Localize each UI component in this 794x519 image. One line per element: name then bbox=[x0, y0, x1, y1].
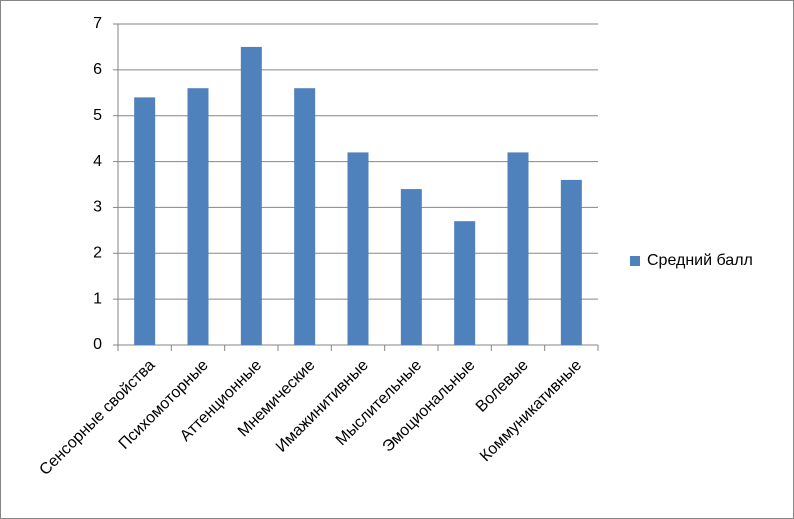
bar bbox=[507, 152, 529, 345]
legend-swatch bbox=[630, 256, 640, 266]
y-tick-label: 5 bbox=[93, 107, 102, 124]
bar bbox=[454, 221, 476, 345]
legend-label: Средний балл bbox=[647, 252, 753, 269]
bar bbox=[560, 179, 582, 345]
bar bbox=[294, 88, 316, 345]
y-tick-label: 1 bbox=[93, 290, 102, 307]
y-tick-label: 3 bbox=[93, 199, 102, 216]
bar bbox=[187, 88, 209, 345]
y-tick-label: 7 bbox=[93, 15, 102, 32]
y-tick-label: 4 bbox=[93, 153, 102, 170]
y-tick-label: 2 bbox=[93, 245, 102, 262]
y-tick-label: 0 bbox=[93, 336, 102, 353]
bar bbox=[400, 189, 422, 345]
bar bbox=[134, 97, 156, 345]
y-tick-label: 6 bbox=[93, 61, 102, 78]
bar bbox=[240, 46, 262, 346]
bar bbox=[347, 152, 369, 345]
